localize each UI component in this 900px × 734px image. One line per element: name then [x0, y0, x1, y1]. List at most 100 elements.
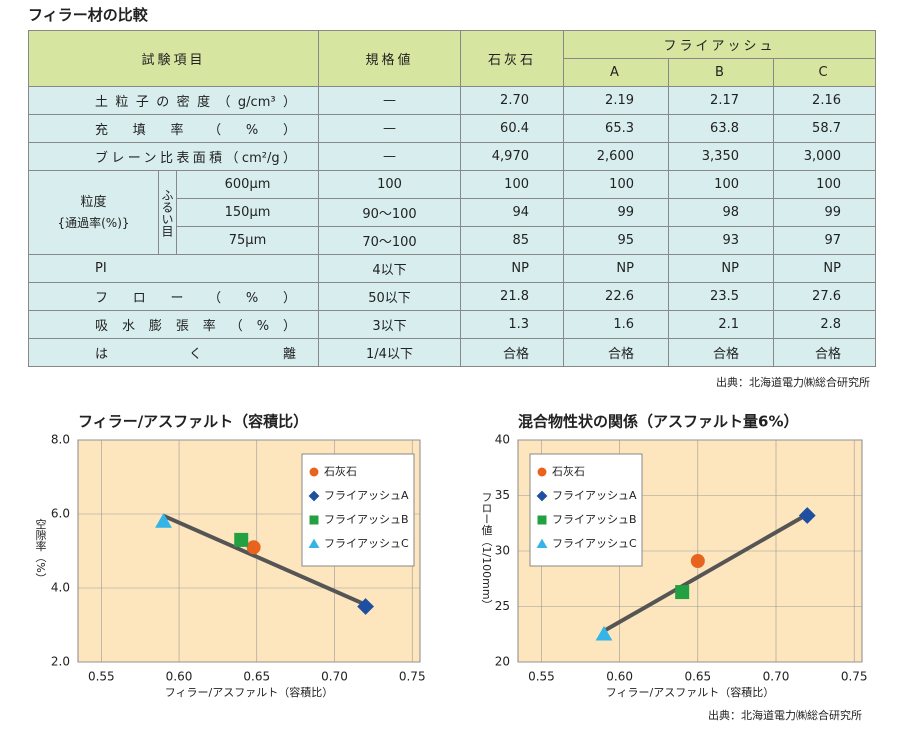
table-row: フロー（%） 50以下 21.8 22.6 23.5 27.6 — [28, 282, 876, 311]
table-cell: 合格 — [563, 338, 669, 367]
marker — [536, 490, 548, 502]
table-cell: 1.3 — [460, 310, 564, 339]
table-cell: 3,000 — [773, 142, 876, 171]
table-cell: 95 — [563, 226, 669, 255]
table-cell: PI — [28, 254, 319, 283]
table-cell: 65.3 — [563, 114, 669, 143]
table-row: 試験項目 規格値 石灰石 フライアッシュ — [28, 30, 876, 87]
y-tick-label: 35 — [495, 488, 510, 502]
table-cell: 93 — [668, 226, 774, 255]
table-cell: 合格 — [668, 338, 774, 367]
table-cell: 22.6 — [563, 282, 669, 311]
table-cell: 合格 — [773, 338, 876, 367]
x-tick-label: 0.55 — [528, 670, 555, 684]
marker — [537, 515, 547, 525]
y-tick-label: 40 — [495, 433, 510, 447]
x-tick-label: 0.60 — [166, 670, 193, 684]
table-cell: 2.1 — [668, 310, 774, 339]
table-cell: 600μm — [176, 170, 319, 199]
table-cell: フロー（%） — [28, 282, 319, 311]
y-tick-label: 4.0 — [51, 581, 70, 595]
table-cell: 58.7 — [773, 114, 876, 143]
header-cell: B — [668, 58, 774, 87]
table-cell: 100 — [460, 170, 564, 199]
table-cell: 3以下 — [318, 310, 461, 339]
table-row: 吸水膨張率（%） 3以下 1.3 1.6 2.1 2.8 — [28, 310, 876, 339]
table-cell: 27.6 — [773, 282, 876, 311]
marker — [536, 538, 548, 549]
marker — [308, 538, 320, 549]
y-tick-label: 2.0 — [51, 655, 70, 669]
table-cell: はく離 — [28, 338, 319, 367]
x-tick-label: 0.75 — [399, 670, 426, 684]
header-cell: 規格値 — [318, 30, 461, 87]
x-tick-label: 0.75 — [841, 670, 868, 684]
page-title: フィラー材の比較 — [28, 6, 148, 24]
marker — [537, 467, 547, 477]
table-cell: 4以下 — [318, 254, 461, 283]
chart-title: 混合物性状の関係（アスファルト量6%） — [518, 413, 798, 431]
marker — [309, 467, 319, 477]
x-axis-title: フィラー/アスファルト（容積比） — [606, 685, 775, 699]
x-tick-label: 0.55 — [88, 670, 115, 684]
x-tick-label: 0.65 — [684, 670, 711, 684]
marker — [595, 625, 613, 641]
table-row: 粒度 {通過率(%)} ふるい目 600μm 100 100 100 100 100 — [28, 170, 876, 255]
table-cell: 21.8 — [460, 282, 564, 311]
x-axis-title: フィラー/アスファルト（容積比） — [165, 685, 334, 699]
group-label: 粒度 — [80, 194, 107, 210]
source-note: 出典：北海道電力㈱総合研究所 — [716, 376, 870, 389]
y-axis-title: フロー値（1/100mm） — [480, 491, 493, 610]
header-cell: フライアッシュ — [563, 30, 876, 59]
x-tick-label: 0.65 — [243, 670, 270, 684]
table-cell: 50以下 — [318, 282, 461, 311]
header-cell: 石灰石 — [460, 30, 564, 87]
legend-label: フライアッシュA — [552, 489, 637, 502]
table-cell: 99 — [563, 198, 669, 227]
legend-box — [529, 453, 643, 567]
marker — [155, 513, 172, 528]
table-cell: NP — [460, 254, 564, 283]
table-row: PI 4以下 NP NP NP NP — [28, 254, 876, 283]
table-cell: 2.70 — [460, 86, 564, 115]
marker — [798, 507, 816, 524]
table-cell: NP — [668, 254, 774, 283]
marker — [309, 515, 319, 525]
table-cell: 70〜100 — [318, 226, 461, 255]
x-tick-label: 0.70 — [763, 670, 790, 684]
header-cell: 試験項目 — [28, 30, 319, 87]
legend-label: 石灰石 — [552, 464, 585, 478]
table-cell: 土粒子の密度（g/cm³） — [28, 86, 319, 115]
table-cell: 100 — [563, 170, 669, 199]
y-tick-label: 20 — [495, 655, 510, 669]
trend-line — [162, 514, 367, 607]
table-cell: 100 — [668, 170, 774, 199]
x-tick-label: 0.60 — [606, 670, 633, 684]
table-cell: — — [318, 86, 461, 115]
chart-source: 出典：北海道電力㈱総合研究所 — [708, 708, 862, 722]
table-cell: ふるい目 — [158, 170, 177, 255]
table-cell: — — [318, 142, 461, 171]
y-tick-label: 30 — [495, 544, 510, 558]
table-cell: 2.8 — [773, 310, 876, 339]
table-cell: 90〜100 — [318, 198, 461, 227]
table-cell: 60.4 — [460, 114, 564, 143]
table-cell: ブレーン比表面積（cm²/g） — [28, 142, 319, 171]
table-cell: 100 — [773, 170, 876, 199]
table-row: 土粒子の密度（g/cm³） —2.70 2.19 2.17 2.16 — [28, 86, 876, 115]
table-row: はく離 1/4以下 合格 合格 合格 合格 — [28, 338, 876, 367]
x-tick-label: 0.70 — [321, 670, 348, 684]
table-row: 150μm 90〜100 94 99 98 99 — [29, 198, 876, 227]
header-cell: C — [773, 58, 876, 87]
group-note: {通過率(%)} — [57, 215, 130, 230]
legend-label: 石灰石 — [324, 464, 357, 478]
table-cell: 1.6 — [563, 310, 669, 339]
legend-label: フライアッシュC — [552, 537, 637, 550]
y-axis-title: 空隙率（%） — [34, 517, 47, 584]
table-row: ブレーン比表面積（cm²/g） —4,970 2,600 3,350 3,000 — [28, 142, 876, 171]
marker — [246, 540, 261, 555]
trend-line — [603, 512, 809, 633]
table-cell: — — [318, 114, 461, 143]
